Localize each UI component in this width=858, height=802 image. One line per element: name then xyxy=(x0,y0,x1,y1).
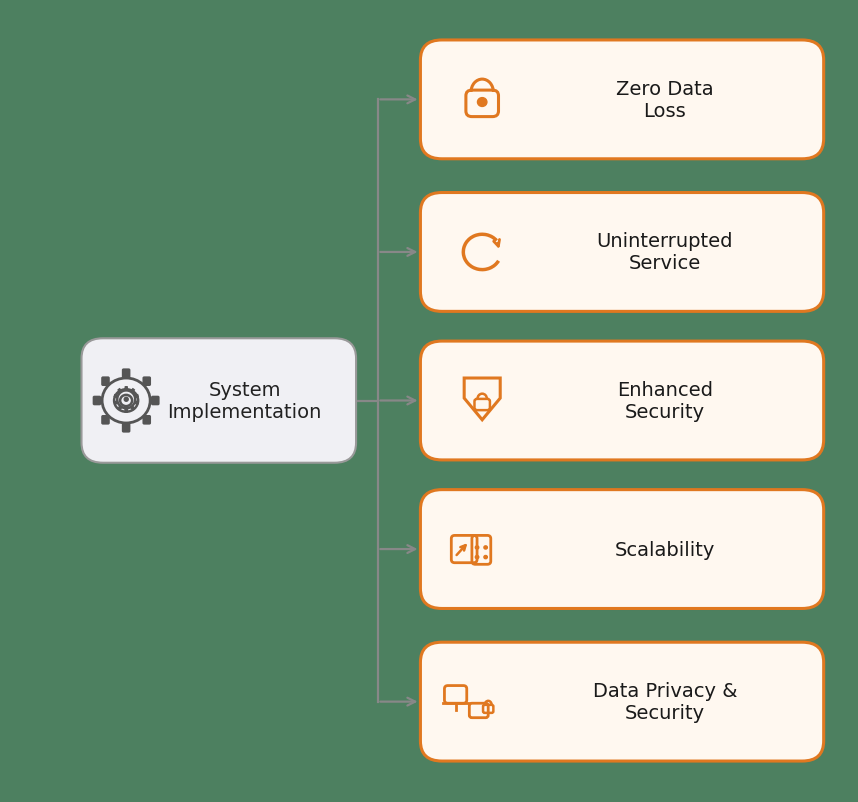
Text: Zero Data
Loss: Zero Data Loss xyxy=(616,79,714,121)
Text: Uninterrupted
Service: Uninterrupted Service xyxy=(596,232,734,273)
FancyBboxPatch shape xyxy=(420,642,824,761)
Circle shape xyxy=(475,546,479,549)
FancyBboxPatch shape xyxy=(420,342,824,460)
Text: System
Implementation: System Implementation xyxy=(167,380,322,422)
Circle shape xyxy=(475,556,479,559)
Text: Enhanced
Security: Enhanced Security xyxy=(617,380,713,422)
FancyBboxPatch shape xyxy=(420,193,824,312)
FancyBboxPatch shape xyxy=(122,369,130,379)
FancyBboxPatch shape xyxy=(82,338,356,464)
FancyBboxPatch shape xyxy=(93,396,101,406)
FancyBboxPatch shape xyxy=(151,396,160,406)
FancyBboxPatch shape xyxy=(142,377,151,387)
FancyBboxPatch shape xyxy=(142,415,151,425)
Circle shape xyxy=(484,546,487,549)
Circle shape xyxy=(484,556,487,559)
FancyBboxPatch shape xyxy=(420,490,824,609)
Text: Scalability: Scalability xyxy=(615,540,715,559)
FancyBboxPatch shape xyxy=(122,423,130,433)
FancyBboxPatch shape xyxy=(101,415,110,425)
Text: ⚙: ⚙ xyxy=(110,384,142,418)
FancyBboxPatch shape xyxy=(420,41,824,160)
Circle shape xyxy=(477,99,487,107)
Text: Data Privacy &
Security: Data Privacy & Security xyxy=(593,681,737,723)
FancyBboxPatch shape xyxy=(101,377,110,387)
